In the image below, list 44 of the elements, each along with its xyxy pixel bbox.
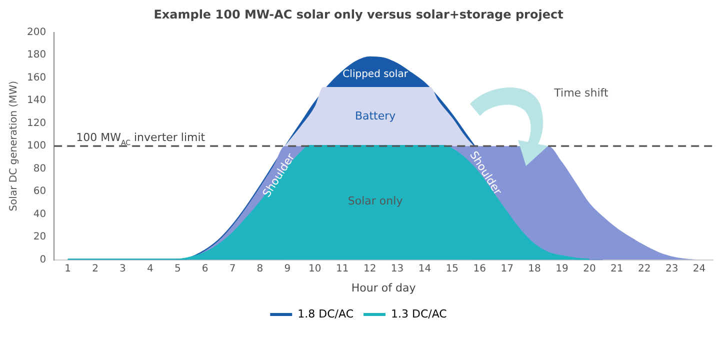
legend-label: 1.8 DC/AC bbox=[298, 307, 354, 320]
x-tick-label: 21 bbox=[610, 263, 624, 274]
x-tick-label: 2 bbox=[92, 263, 98, 274]
y-axis-title: Solar DC generation (MW) bbox=[8, 80, 20, 212]
x-tick-label: 9 bbox=[284, 263, 291, 274]
x-tick-label: 15 bbox=[446, 263, 459, 274]
x-tick-label: 24 bbox=[692, 263, 706, 274]
x-tick-label: 6 bbox=[202, 263, 208, 274]
annotation: Time shift bbox=[553, 86, 609, 100]
x-tick-label: 20 bbox=[583, 263, 596, 274]
y-tick-label: 120 bbox=[26, 118, 46, 129]
x-tick-label: 4 bbox=[146, 263, 154, 274]
x-tick-label: 11 bbox=[336, 263, 349, 274]
x-tick-label: 1 bbox=[64, 263, 71, 274]
chart-title: Example 100 MW-AC solar only versus solar+storage project bbox=[154, 7, 564, 22]
x-tick-label: 17 bbox=[500, 263, 514, 274]
y-tick-label: 40 bbox=[33, 208, 46, 220]
annotation: Battery bbox=[354, 109, 396, 122]
annotation: Clipped solar bbox=[342, 69, 409, 80]
x-tick-label: 10 bbox=[308, 263, 322, 274]
y-tick-label: 20 bbox=[33, 232, 46, 243]
x-tick-label: 18 bbox=[528, 263, 541, 274]
y-tick-label: 100 bbox=[26, 140, 46, 152]
y-tick-label: 200 bbox=[26, 26, 46, 38]
x-tick-label: 12 bbox=[363, 263, 376, 274]
x-tick-label: 19 bbox=[556, 263, 568, 274]
x-tick-label: 14 bbox=[418, 263, 432, 274]
x-axis-title: Hour of day bbox=[351, 281, 416, 294]
x-tick-label: 8 bbox=[256, 263, 264, 274]
annotation: Solar only bbox=[348, 194, 404, 208]
x-tick-label: 16 bbox=[473, 263, 486, 274]
x-tick-label: 7 bbox=[229, 263, 236, 274]
y-tick-label: 140 bbox=[26, 95, 46, 106]
x-tick-label: 23 bbox=[665, 263, 678, 274]
y-tick-label: 180 bbox=[26, 50, 46, 61]
y-tick-label: 80 bbox=[33, 163, 46, 174]
x-tick-label: 3 bbox=[120, 263, 126, 274]
y-tick-label: 0 bbox=[40, 254, 46, 266]
x-tick-label: 22 bbox=[638, 263, 651, 274]
x-tick-label: 13 bbox=[390, 263, 404, 274]
x-tick-label: 5 bbox=[174, 263, 181, 274]
legend-label: 1.3 DC/AC bbox=[391, 307, 448, 320]
y-tick-label: 160 bbox=[26, 72, 46, 84]
y-tick-label: 60 bbox=[33, 186, 46, 198]
